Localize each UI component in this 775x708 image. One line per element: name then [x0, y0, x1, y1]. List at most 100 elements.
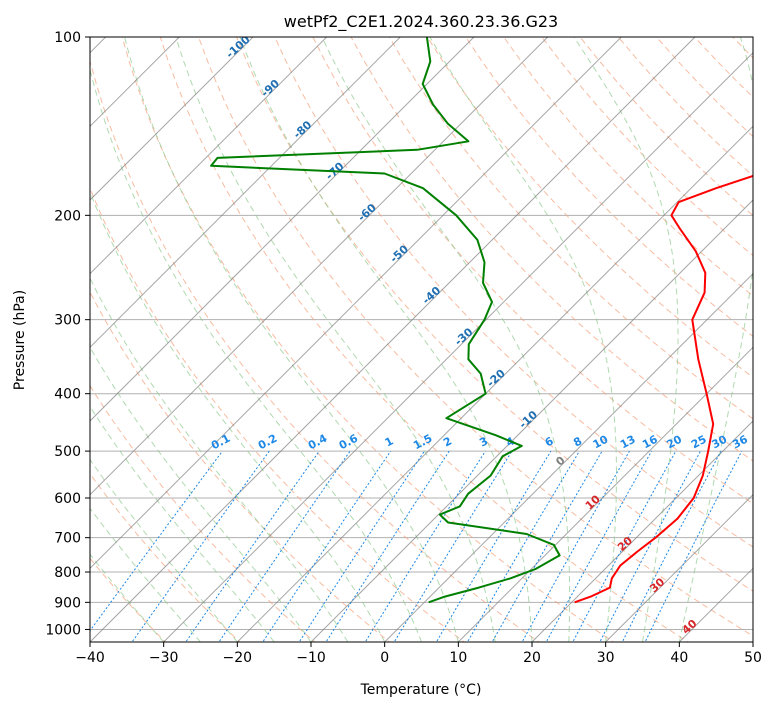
- mixing-ratio-line: [185, 450, 320, 642]
- dry-adiabat-line: [90, 59, 540, 642]
- moist-adiabat-line: [90, 346, 312, 642]
- x-tick-label: 50: [744, 650, 762, 666]
- isotherm-label: -80: [291, 118, 315, 141]
- dry-adiabat-line: [732, 37, 753, 59]
- x-tick-label: −40: [75, 650, 105, 666]
- dry-adiabat-line: [198, 37, 753, 637]
- dry-adiabat-line: [771, 37, 775, 644]
- moist-adiabat-line: [573, 37, 679, 642]
- mixing-ratio-line: [644, 450, 743, 642]
- isotherm-line: [90, 37, 181, 128]
- moist-adiabat-line: [175, 37, 496, 642]
- mixing-ratio-line: [131, 450, 270, 642]
- mixing-ratio-label: 36: [730, 433, 750, 452]
- isotherm-label: -60: [355, 201, 379, 224]
- dry-adiabat-line: [121, 37, 615, 642]
- x-tick-label: −20: [223, 650, 253, 666]
- dry-adiabat-line: [388, 37, 753, 420]
- isotherm-line: [90, 37, 696, 642]
- mixing-ratio-line: [466, 450, 580, 642]
- y-tick-label: 500: [54, 444, 81, 460]
- x-axis-title: Temperature (°C): [360, 682, 482, 698]
- y-tick-label: 600: [54, 491, 81, 507]
- moist-adiabat-line: [678, 37, 753, 642]
- isotherm-line: [90, 37, 402, 349]
- isotherm-line: [752, 641, 753, 642]
- dry-adiabat-line: [159, 37, 690, 642]
- dry-adiabat-line: [90, 186, 465, 642]
- isotherm-label: -30: [452, 325, 476, 348]
- moist-adiabat-line: [90, 67, 422, 642]
- mixing-ratio-line: [262, 450, 392, 642]
- y-tick-label: 300: [54, 313, 81, 329]
- x-tick-label: 40: [670, 650, 688, 666]
- chart-title: wetPf2_C2E1.2024.360.23.36.G23: [284, 12, 558, 32]
- x-tick-label: 30: [597, 650, 615, 666]
- axes: −40 −30 −20 −10 0 10 20 30 40 50 100 200 300 400 500 60…: [45, 30, 762, 666]
- moist-adiabat-line: [90, 190, 386, 642]
- isotherm-line: [90, 37, 328, 275]
- isotherm-label: -20: [484, 367, 508, 390]
- isotherm-label: -40: [420, 284, 444, 307]
- y-tick-label: 800: [54, 565, 81, 581]
- moist-adiabat-line: [429, 37, 617, 642]
- y-tick-label: 100: [54, 30, 81, 46]
- y-tick-label: 400: [54, 387, 81, 403]
- moist-adiabat-line: [90, 458, 238, 642]
- isotherm-line: [90, 37, 254, 201]
- mixing-ratio-label: 8: [571, 434, 584, 449]
- mixing-ratio-label: 2: [441, 434, 454, 449]
- dry-adiabat-line: [90, 384, 316, 642]
- mixing-ratio-label: 0.2: [256, 432, 279, 453]
- isotherm-line: [90, 37, 549, 496]
- mixing-ratio-label: 1.5: [411, 432, 434, 453]
- isotherm-line: [162, 51, 753, 642]
- dry-adiabat-line: [656, 37, 753, 138]
- isotherm-label: -10: [517, 408, 541, 431]
- y-tick-label: 900: [54, 595, 81, 611]
- y-tick-label: 200: [54, 208, 81, 224]
- temperature-profile-line: [574, 174, 753, 604]
- mixing-ratio-line: [545, 450, 653, 642]
- mixing-ratio-label: 0.4: [306, 432, 330, 453]
- dry-adiabat-line: [541, 37, 753, 257]
- moist-adiabat-line: [90, 405, 275, 642]
- mixing-ratio-label: 13: [618, 433, 638, 452]
- y-tick-label: 700: [54, 531, 81, 547]
- mixing-ratio-line: [393, 450, 513, 642]
- plot-frame: [89, 36, 754, 643]
- moist-adiabat-line: [321, 37, 571, 642]
- dry-adiabat-line: [236, 37, 753, 592]
- mixing-ratio-label: 25: [689, 433, 709, 452]
- isotherm-label: -90: [259, 77, 283, 100]
- mixing-ratio-label: 16: [640, 433, 660, 452]
- moist-adiabat-line: [239, 37, 533, 642]
- isotherm-line: [90, 37, 623, 570]
- dry-adiabat-line: [90, 291, 391, 642]
- y-tick-label: 1000: [45, 622, 81, 638]
- x-tick-label: 20: [523, 650, 541, 666]
- mixing-ratio-line: [298, 450, 425, 642]
- plot-area: 0.1 0.2 0.4 0.6 1 1.5 2 3 4 6 8 10 13 16 20 25 30 36-100-…: [0, 10, 775, 654]
- dry-adiabat-line: [274, 37, 753, 548]
- moist-adiabat-line: [90, 277, 349, 642]
- dewpoint-profile-line: [210, 37, 561, 604]
- x-tick-label: −10: [296, 650, 326, 666]
- isotherm-line: [383, 272, 753, 642]
- x-tick-label: 10: [449, 650, 467, 666]
- isotherm-line: [90, 37, 475, 422]
- mixing-ratio-line: [325, 450, 450, 642]
- moist-adiabat-line: [90, 553, 165, 642]
- mixing-ratio-line: [90, 450, 223, 632]
- isotherm-label: 10: [583, 492, 603, 512]
- mixing-ratio-label: 0.1: [209, 432, 232, 453]
- mixing-ratio-line: [364, 450, 486, 642]
- mixing-ratio-label: 30: [710, 433, 730, 452]
- mixing-ratio-label: 20: [664, 433, 684, 452]
- mixing-ratio-line: [599, 450, 701, 642]
- mixing-ratio-label: 3: [477, 434, 490, 449]
- isotherm-label: -50: [388, 242, 412, 265]
- dry-adiabat-line: [426, 37, 753, 378]
- isotherm-line: [236, 125, 753, 642]
- isotherm-line: [0, 10, 59, 654]
